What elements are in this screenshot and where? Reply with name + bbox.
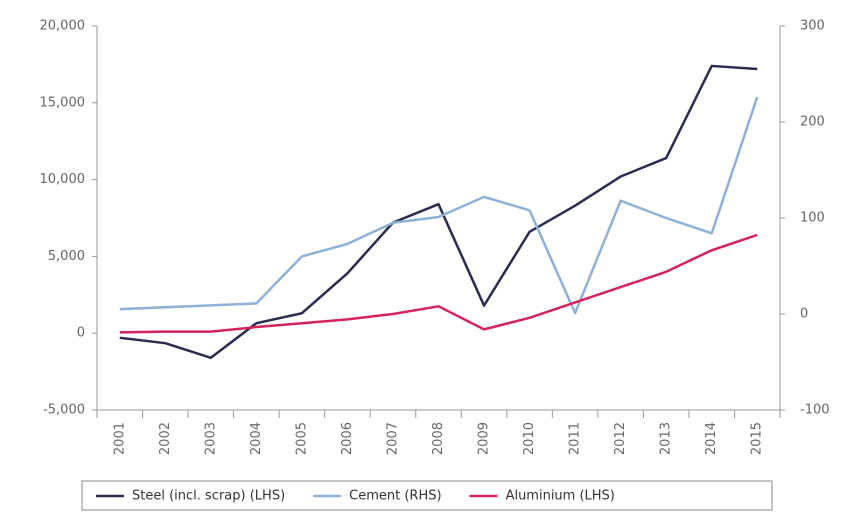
legend-label: Aluminium (LHS) bbox=[506, 489, 615, 504]
x-tick-label: 2011 bbox=[568, 422, 583, 455]
y2-tick-label: -100 bbox=[800, 403, 830, 418]
y2-tick-label: 100 bbox=[800, 211, 825, 226]
y-tick-label: 0 bbox=[77, 326, 85, 341]
x-tick-label: 2013 bbox=[659, 422, 674, 455]
series-line bbox=[119, 96, 759, 315]
legend-box bbox=[81, 480, 773, 511]
x-tick-label: 2001 bbox=[112, 422, 127, 455]
x-tick-label: 2009 bbox=[477, 422, 492, 455]
series-line bbox=[119, 233, 758, 334]
y2-tick-label: 300 bbox=[800, 19, 825, 34]
y-tick-label: 15,000 bbox=[40, 95, 86, 110]
y-tick-label: 20,000 bbox=[40, 19, 86, 34]
y2-tick-label: 200 bbox=[800, 115, 825, 130]
y-tick-label: 10,000 bbox=[40, 172, 86, 187]
y2-tick-label: 0 bbox=[800, 307, 808, 322]
x-tick-label: 2008 bbox=[431, 422, 446, 455]
series-line bbox=[119, 64, 758, 360]
x-tick-label: 2015 bbox=[750, 422, 765, 455]
x-tick-label: 2002 bbox=[158, 422, 173, 455]
legend-label: Cement (RHS) bbox=[349, 489, 441, 504]
x-tick-label: 2012 bbox=[613, 422, 628, 455]
x-tick-label: 2010 bbox=[522, 422, 537, 455]
x-tick-label: 2003 bbox=[203, 422, 218, 455]
x-tick-label: 2007 bbox=[385, 422, 400, 455]
y-tick-label: 5,000 bbox=[48, 249, 85, 264]
legend: Steel (incl. scrap) (LHS) Cement (RHS) Alu… bbox=[81, 480, 773, 511]
x-tick-label: 2004 bbox=[249, 422, 264, 455]
x-tick-label: 2014 bbox=[704, 422, 719, 455]
legend-label: Steel (incl. scrap) (LHS) bbox=[132, 489, 285, 504]
x-tick-label: 2006 bbox=[340, 422, 355, 455]
x-tick-label: 2005 bbox=[294, 422, 309, 455]
y-tick-label: -5,000 bbox=[43, 403, 85, 418]
